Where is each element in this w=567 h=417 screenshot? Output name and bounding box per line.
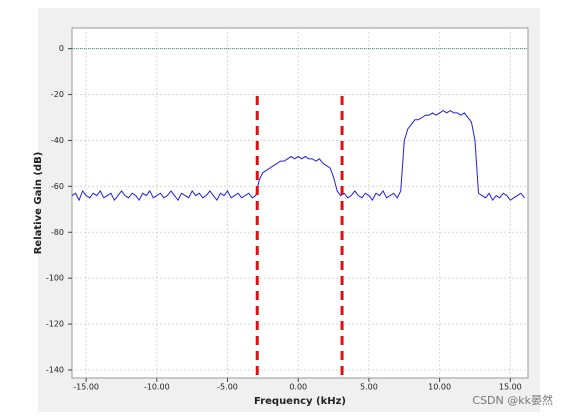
y-tick-label: -80 — [51, 228, 64, 237]
watermark: CSDN @kk晏然 — [472, 393, 553, 407]
x-tick-label: 0.00 — [289, 383, 307, 392]
y-axis-label: Relative Gain (dB) — [33, 152, 44, 255]
x-tick-label: -5.00 — [217, 383, 238, 392]
y-tick-label: -100 — [46, 274, 64, 283]
series-line — [71, 110, 525, 202]
y-tick-label: 0 — [59, 44, 64, 53]
y-tick-label: -40 — [51, 136, 64, 145]
y-tick-label: -120 — [46, 320, 64, 329]
x-tick-label: -10.00 — [144, 383, 170, 392]
y-tick-label: -60 — [51, 182, 64, 191]
y-tick-label: -20 — [51, 90, 64, 99]
plot-area — [71, 27, 529, 379]
y-tick-label: -140 — [46, 365, 64, 374]
x-tick-label: 5.00 — [360, 383, 378, 392]
x-tick-label: 15.00 — [499, 383, 522, 392]
x-tick-label: -15.00 — [73, 383, 99, 392]
x-tick-label: 10.00 — [428, 383, 451, 392]
x-axis-label: Frequency (kHz) — [254, 396, 346, 407]
